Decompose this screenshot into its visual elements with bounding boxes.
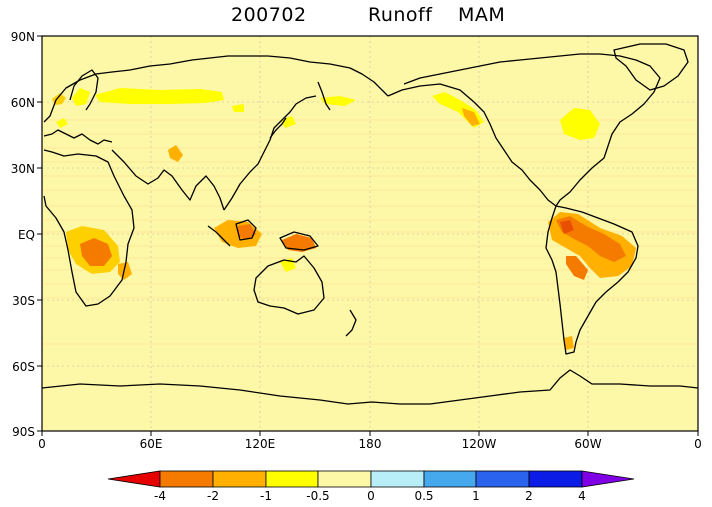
anomaly-central-asia bbox=[168, 145, 183, 162]
anomaly-east-canada bbox=[560, 108, 600, 140]
colorbar-cell-4 bbox=[317, 470, 372, 488]
anomaly-shading bbox=[52, 88, 636, 350]
title-season: MAM bbox=[458, 4, 506, 26]
anomaly-north-europe bbox=[72, 88, 90, 106]
longitude-labels: 0 60E 120E 180 120W 60W 0 bbox=[38, 437, 702, 451]
lat-label-30n: 30N bbox=[11, 162, 35, 176]
colorbar-cell-5 bbox=[370, 470, 425, 488]
colorbar-label-5: 0.5 bbox=[414, 489, 433, 503]
map-title: 200702 Runoff MAM bbox=[0, 4, 712, 32]
anomaly-patagonia bbox=[564, 336, 574, 350]
anomaly-siberia bbox=[95, 88, 224, 104]
anomaly-amazon-core bbox=[556, 216, 626, 262]
colorbar-label-4: 0 bbox=[367, 489, 375, 503]
title-date: 200702 bbox=[231, 4, 307, 26]
anomaly-africa-core bbox=[80, 238, 112, 266]
coast-africa bbox=[43, 149, 135, 307]
lon-label-180: 180 bbox=[359, 437, 382, 451]
title-variable: Runoff bbox=[368, 4, 433, 26]
coastlines bbox=[42, 43, 698, 405]
colorbar-cell-7 bbox=[475, 470, 530, 488]
coast-europe-south bbox=[43, 129, 113, 145]
colorbar-cell-8 bbox=[528, 470, 583, 488]
colorbar bbox=[107, 470, 635, 488]
lon-label-120e: 120E bbox=[245, 437, 276, 451]
axis-ticks bbox=[37, 35, 699, 436]
anomaly-east-siberia bbox=[280, 116, 296, 128]
lat-label-60s: 60S bbox=[12, 360, 35, 374]
coast-eurasia-north bbox=[43, 55, 389, 123]
anomaly-andes bbox=[566, 256, 588, 280]
colorbar-label-1: -2 bbox=[207, 489, 219, 503]
anomaly-europe-small bbox=[56, 118, 68, 128]
colorbar-cell-0 bbox=[107, 470, 161, 488]
coast-greenland bbox=[613, 43, 689, 91]
lon-label-0: 0 bbox=[38, 437, 46, 451]
colorbar-label-7: 2 bbox=[525, 489, 533, 503]
lat-label-eq: EQ bbox=[18, 228, 35, 242]
coast-new-zealand bbox=[345, 309, 357, 337]
coast-east-asia bbox=[223, 95, 317, 211]
coast-australia bbox=[253, 255, 325, 315]
lat-label-90n: 90N bbox=[11, 30, 35, 44]
coast-borneo bbox=[235, 219, 257, 241]
coast-kamchatka bbox=[317, 81, 331, 111]
colorbar-label-6: 1 bbox=[472, 489, 480, 503]
lon-label-120w: 120W bbox=[462, 437, 497, 451]
lon-label-60e: 60E bbox=[140, 437, 163, 451]
colorbar-label-2: -1 bbox=[260, 489, 272, 503]
colorbar-label-0: -4 bbox=[154, 489, 166, 503]
coast-south-america bbox=[545, 205, 639, 355]
coast-north-america bbox=[387, 53, 661, 207]
lat-label-60n: 60N bbox=[11, 96, 35, 110]
lon-label-60w: 60W bbox=[574, 437, 601, 451]
coast-sumatra bbox=[207, 225, 231, 247]
coast-south-asia bbox=[111, 149, 225, 211]
map-plot-area bbox=[42, 36, 698, 431]
coast-scandinavia bbox=[69, 69, 99, 111]
colorbar-label-8: 4 bbox=[578, 489, 586, 503]
lat-label-90s: 90S bbox=[12, 425, 35, 439]
colorbar-cell-9 bbox=[581, 470, 635, 488]
colorbar-cell-1 bbox=[159, 470, 214, 488]
colorbar-cell-2 bbox=[212, 470, 267, 488]
anomaly-siberia-right bbox=[320, 96, 356, 106]
lon-label-0-east: 0 bbox=[694, 437, 702, 451]
colorbar-cell-6 bbox=[423, 470, 477, 488]
anomaly-borneo-core bbox=[238, 224, 256, 240]
anomaly-new-guinea bbox=[282, 234, 316, 252]
anomaly-amazon-red bbox=[560, 220, 574, 234]
latitude-labels: 90N 60N 30N EQ 30S 60S 90S bbox=[11, 30, 35, 439]
colorbar-labels: -4 -2 -1 -0.5 0 0.5 1 2 4 bbox=[154, 489, 586, 503]
lat-label-30s: 30S bbox=[12, 294, 35, 308]
anomaly-africa-se bbox=[118, 262, 132, 280]
anomaly-ne-asia bbox=[232, 104, 244, 112]
colorbar-label-3: -0.5 bbox=[306, 489, 329, 503]
coast-new-guinea bbox=[279, 231, 319, 251]
coast-japan bbox=[269, 117, 287, 139]
anomaly-alaska-core bbox=[462, 108, 480, 126]
coast-antarctica bbox=[42, 369, 698, 405]
colorbar-cell-3 bbox=[265, 470, 319, 488]
